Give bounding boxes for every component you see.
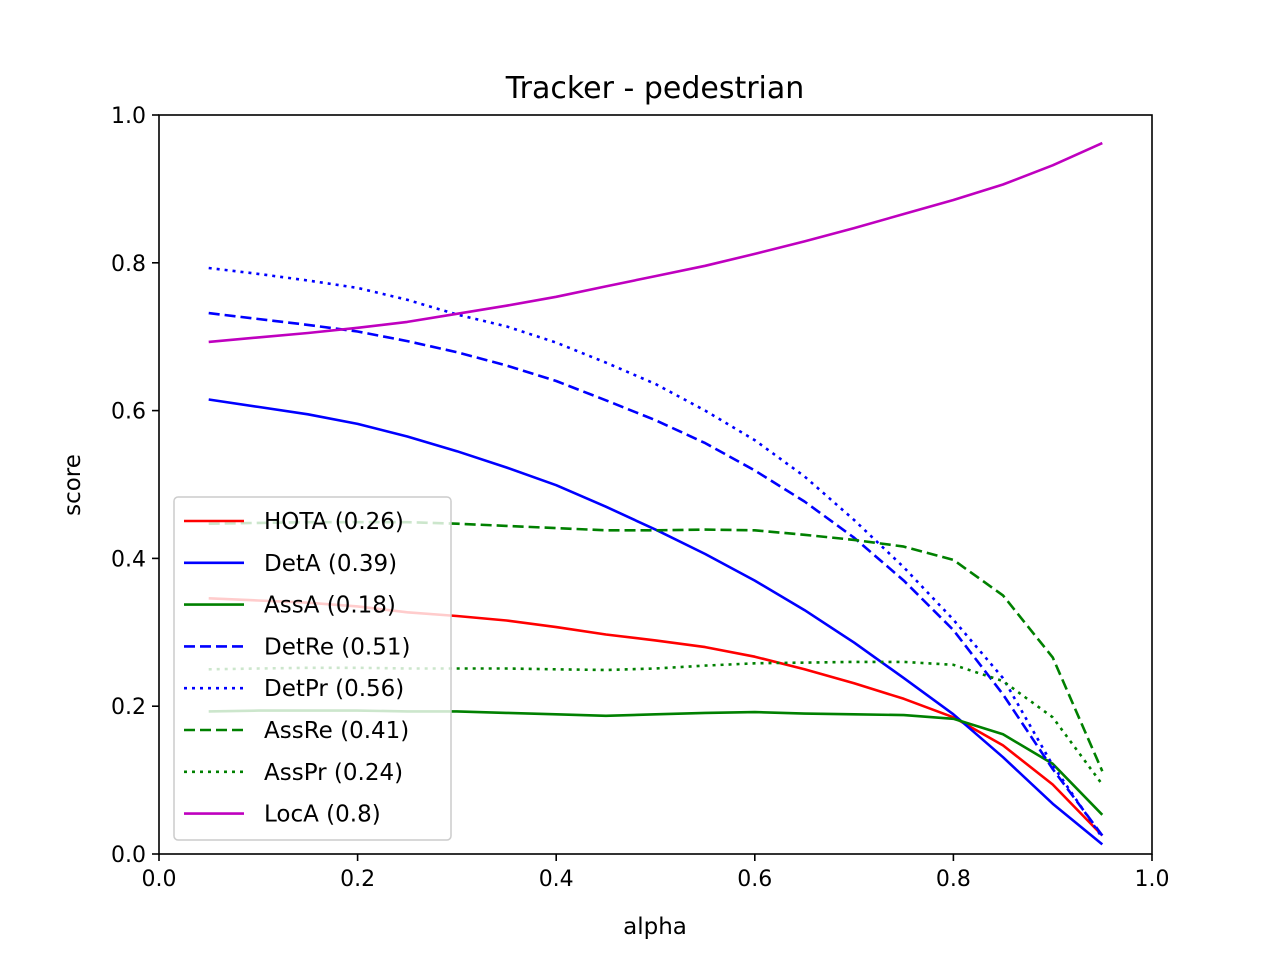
x-tick-label: 0.2 bbox=[340, 867, 375, 892]
series-line-1 bbox=[208, 398, 1104, 846]
y-axis: 0.0 0.2 0.4 0.6 0.8 1.0 bbox=[111, 104, 159, 868]
series-line-7 bbox=[208, 141, 1103, 344]
y-tick-label: 1.0 bbox=[111, 104, 146, 129]
legend-label-2: AssA (0.18) bbox=[264, 593, 396, 619]
series-line-3 bbox=[208, 311, 1104, 837]
legend-label-0: HOTA (0.26) bbox=[264, 509, 404, 535]
legend-label-6: AssPr (0.24) bbox=[264, 760, 403, 786]
y-axis-label: score bbox=[60, 454, 86, 516]
x-axis: 0.0 0.2 0.4 0.6 0.8 1.0 bbox=[142, 854, 1170, 892]
y-tick-label: 0.0 bbox=[111, 843, 146, 868]
x-tick-label: 0.4 bbox=[539, 867, 574, 892]
legend: HOTA (0.26) DetA (0.39) AssA (0.18) DetRe (… bbox=[173, 496, 452, 841]
legend-frame bbox=[173, 496, 452, 841]
y-tick-label: 0.4 bbox=[111, 547, 146, 572]
legend-label-7: LocA (0.8) bbox=[264, 802, 381, 828]
x-tick-label: 1.0 bbox=[1135, 867, 1170, 892]
x-tick-label: 0.6 bbox=[737, 867, 772, 892]
y-tick-label: 0.6 bbox=[111, 400, 146, 425]
legend-label-1: DetA (0.39) bbox=[264, 551, 397, 577]
y-tick-label: 0.2 bbox=[111, 695, 146, 720]
legend-label-4: DetPr (0.56) bbox=[264, 676, 404, 702]
plot-frame bbox=[158, 114, 1153, 855]
legend-label-5: AssRe (0.41) bbox=[264, 718, 409, 744]
chart-title: Tracker - pedestrian bbox=[505, 71, 805, 106]
legend-label-3: DetRe (0.51) bbox=[264, 634, 410, 660]
x-tick-label: 0.8 bbox=[936, 867, 971, 892]
series-line-6 bbox=[208, 660, 1104, 786]
y-tick-label: 0.8 bbox=[111, 252, 146, 277]
x-tick-label: 0.0 bbox=[142, 867, 177, 892]
x-axis-label: alpha bbox=[623, 914, 687, 940]
